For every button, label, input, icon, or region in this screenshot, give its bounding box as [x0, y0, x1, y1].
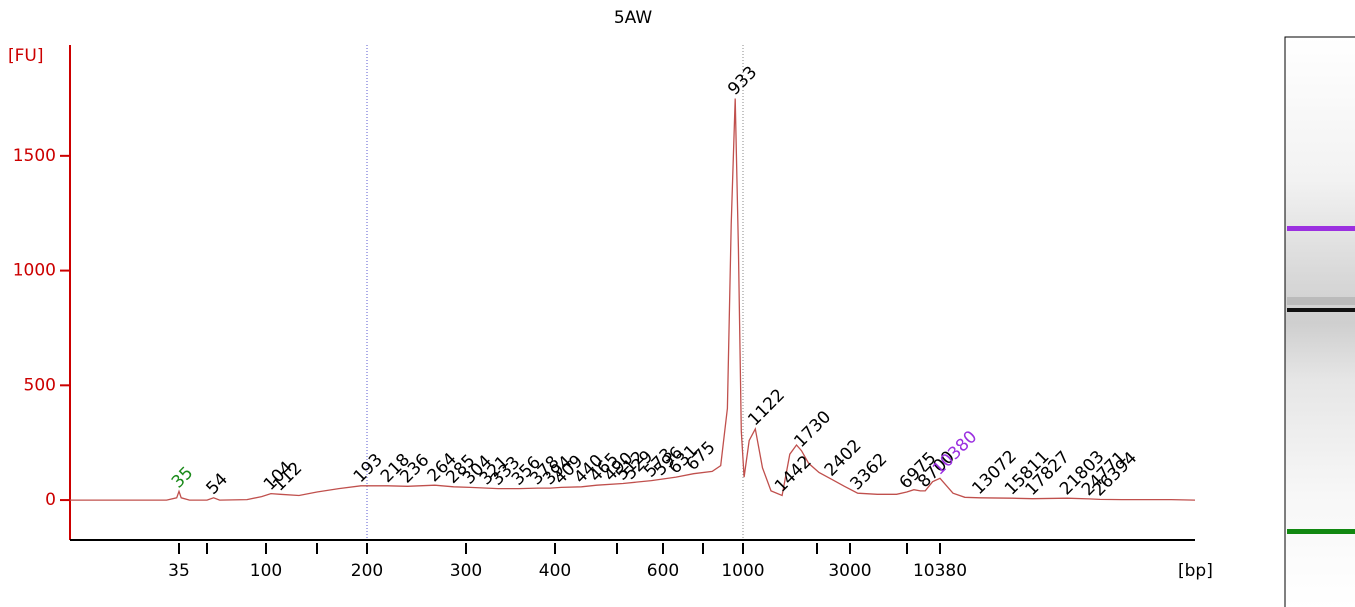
- x-axis-label: [bp]: [1178, 561, 1213, 581]
- x-tick-label: 1000: [721, 561, 764, 581]
- gel-lane: [1284, 36, 1355, 607]
- x-tick-label: 3000: [828, 561, 871, 581]
- x-tick-label: 100: [250, 561, 282, 581]
- y-tick-label: 500: [24, 375, 56, 395]
- gel-upper-marker: [1287, 226, 1355, 231]
- peak-label: 10380: [929, 427, 981, 479]
- y-tick-label: 1500: [13, 146, 56, 166]
- x-tick-label: 10380: [913, 561, 967, 581]
- peak-label: 1122: [744, 385, 789, 430]
- gel-smear: [1287, 297, 1355, 305]
- gel-lower-marker: [1287, 529, 1355, 534]
- peak-label: 933: [724, 62, 761, 99]
- chart-title: 5AW: [614, 8, 653, 28]
- peak-label: 54: [202, 469, 231, 498]
- trace: [70, 98, 1196, 501]
- peak-label: 1442: [771, 452, 816, 497]
- y-tick-label: 1000: [13, 261, 56, 281]
- gel-band: [1287, 308, 1355, 312]
- x-tick-label: 35: [168, 561, 190, 581]
- x-tick-label: 600: [647, 561, 679, 581]
- y-tick-label: 0: [45, 490, 56, 510]
- gel-background: [1284, 36, 1355, 607]
- x-tick-label: 300: [450, 561, 482, 581]
- x-tick-label: 400: [539, 561, 571, 581]
- y-axis-label: [FU]: [8, 46, 44, 66]
- peak-label: 35: [168, 463, 197, 492]
- peak-label: 1730: [790, 407, 835, 452]
- x-tick-label: 200: [351, 561, 383, 581]
